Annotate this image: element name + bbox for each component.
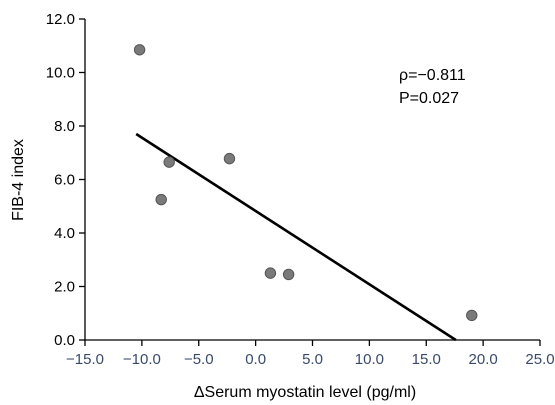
data-point: [133, 44, 146, 56]
y-axis-label: FIB-4 index: [10, 139, 27, 221]
x-tick-label: 20.0: [469, 351, 498, 368]
data-point: [466, 309, 478, 322]
data-points: [133, 44, 478, 322]
data-point: [163, 156, 175, 168]
x-tick-label: −10.0: [123, 351, 161, 368]
y-tick-label: 12.0: [46, 11, 75, 28]
trendline-group: [135, 132, 457, 342]
y-tick-label: 10.0: [46, 65, 75, 82]
y-tick-label: 0.0: [54, 332, 75, 349]
y-tick-label: 4.0: [54, 225, 75, 242]
data-point: [264, 267, 277, 279]
p-value-annotation: P=0.027: [399, 90, 459, 107]
rho-annotation: ρ=−0.811: [399, 67, 466, 84]
x-tick-label: 0.0: [245, 351, 266, 368]
data-point: [155, 193, 167, 206]
x-tick-labels: −15.0 −10.0 −5.0 0.0 5.0 10.0 15.0 20.0 25.0: [66, 340, 555, 368]
x-axis-label: ΔSerum myostatin level (pg/ml): [194, 384, 416, 401]
data-point: [282, 268, 295, 281]
y-tick-labels: 0.0 2.0 4.0 6.0 8.0 10.0 12.0: [46, 11, 85, 349]
regression-line: [135, 132, 457, 342]
y-tick-label: 6.0: [54, 172, 75, 189]
x-tick-label: −15.0: [66, 351, 104, 368]
y-tick-label: 8.0: [54, 118, 75, 135]
x-tick-label: 10.0: [355, 351, 384, 368]
y-tick-label: 2.0: [54, 279, 75, 296]
data-point: [223, 152, 236, 165]
x-tick-label: 25.0: [525, 351, 554, 368]
x-tick-label: 15.0: [412, 351, 441, 368]
x-tick-label: 5.0: [302, 351, 323, 368]
x-tick-label: −5.0: [184, 351, 214, 368]
